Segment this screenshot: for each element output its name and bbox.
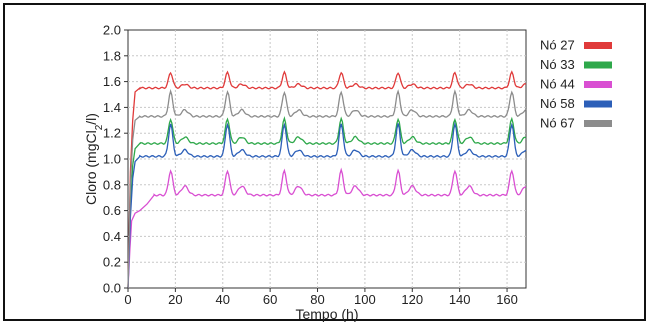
x-tick-label: 120 <box>401 292 423 307</box>
y-tick-label: 1.8 <box>103 48 121 63</box>
x-tick-label: 0 <box>124 292 131 307</box>
x-tick-label: 60 <box>263 292 277 307</box>
x-tick-label: 140 <box>449 292 471 307</box>
legend-swatch <box>584 120 612 127</box>
series-line <box>127 88 527 289</box>
series-line <box>127 167 527 289</box>
x-tick-label: 40 <box>216 292 230 307</box>
legend-label: Nó 44 <box>540 77 575 92</box>
x-tick-label: 100 <box>354 292 376 307</box>
legend-label: Nó 27 <box>540 38 575 53</box>
legend-swatch <box>584 61 612 69</box>
tick-layer: 0 20 40 60 80 100 120 140 160 0.0 0.2 0.4 0.6 0.8 1.0 1… <box>103 23 518 308</box>
y-axis-title: Cloro (mgCl2/l) <box>83 113 105 205</box>
y-tick-label: 0.0 <box>103 281 121 296</box>
y-tick-label: 2.0 <box>103 23 121 38</box>
legend-label: Nó 58 <box>540 96 575 111</box>
y-tick-label: 1.0 <box>103 152 121 167</box>
y-tick-label: 1.6 <box>103 74 121 89</box>
series-line <box>127 115 527 289</box>
legend-swatch <box>584 100 612 108</box>
y-axis-title-subscript: 2 <box>94 124 105 130</box>
grid-layer <box>128 30 526 288</box>
x-axis-title: Tempo (h) <box>295 306 358 322</box>
y-axis-title-part-1: Cloro (mgCl <box>83 130 99 205</box>
legend-label: Nó 67 <box>540 116 575 131</box>
x-tick-label: 160 <box>496 292 518 307</box>
legend: Nó 27 Nó 33 Nó 44 Nó 58 Nó 67 <box>540 38 612 131</box>
y-tick-label: 0.8 <box>103 177 121 192</box>
series-line <box>127 70 527 289</box>
series-layer <box>127 70 527 289</box>
y-axis-title-part-3: /l) <box>83 113 99 125</box>
y-tick-label: 0.4 <box>103 229 121 244</box>
legend-label: Nó 33 <box>540 57 575 72</box>
series-line <box>127 121 527 289</box>
x-tick-label: 80 <box>310 292 324 307</box>
x-tick-label: 20 <box>168 292 182 307</box>
y-tick-label: 0.6 <box>103 203 121 218</box>
legend-swatch <box>584 81 612 88</box>
legend-swatch <box>584 42 612 49</box>
y-tick-label: 1.4 <box>103 100 121 115</box>
plot-area <box>127 29 527 289</box>
y-tick-label: 0.2 <box>103 255 121 270</box>
y-tick-label: 1.2 <box>103 126 121 141</box>
